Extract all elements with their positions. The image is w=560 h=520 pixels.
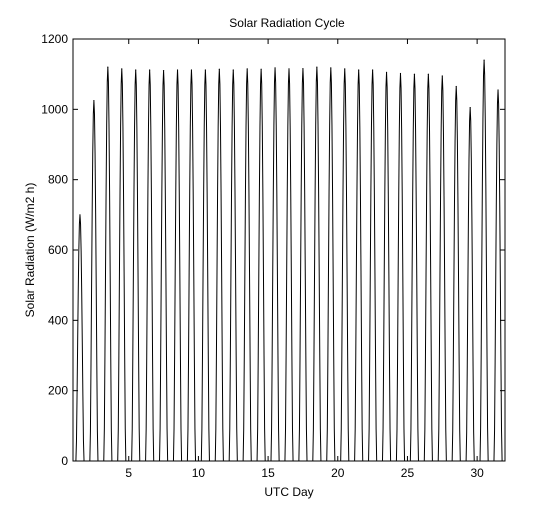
- y-tick-label: 1000: [41, 102, 68, 116]
- x-tick-label: 15: [261, 466, 275, 480]
- plot-area: 5 10 15 20 25 30 0 200 400 600 800 1000 1200: [41, 32, 506, 480]
- daily-peak-point: [413, 73, 416, 75]
- daily-peak-point: [330, 67, 332, 69]
- daily-peak-point: [93, 99, 95, 102]
- daily-peak-point: [385, 71, 388, 74]
- y-tick-label: 200: [48, 384, 68, 398]
- daily-peak-point: [302, 67, 304, 70]
- daily-peak-point: [162, 70, 165, 72]
- daily-peak-point: [204, 69, 206, 71]
- x-tick-label: 20: [331, 466, 345, 480]
- daily-peak-point: [372, 69, 374, 71]
- x-axis-label: UTC Day: [264, 485, 313, 499]
- daily-peak-point: [135, 69, 137, 71]
- daily-peak-point: [427, 73, 429, 75]
- daily-peak-point: [190, 69, 193, 71]
- x-tick-label: 5: [125, 466, 132, 480]
- daily-peak-point: [149, 69, 151, 71]
- daily-peak-point: [455, 85, 457, 88]
- y-axis-label: Solar Radiation (W/m2 h): [23, 183, 37, 318]
- daily-peak-point: [260, 68, 262, 70]
- chart-title: Solar Radiation Cycle: [229, 16, 345, 30]
- daily-peak-point: [483, 59, 485, 61]
- daily-peak-point: [232, 69, 234, 71]
- x-axis: 5 10 15 20 25 30: [125, 39, 484, 480]
- y-axis: 0 200 400 600 800 1000 1200: [41, 32, 505, 468]
- daily-peak-point: [441, 75, 443, 77]
- daily-peak-point: [288, 68, 290, 70]
- daily-peak-point: [399, 72, 402, 75]
- x-tick-label: 30: [470, 466, 484, 480]
- daily-peak-point: [344, 68, 346, 70]
- y-tick-label: 600: [48, 243, 68, 257]
- daily-peak-point: [274, 67, 276, 69]
- y-tick-label: 400: [48, 313, 68, 327]
- daily-peak-point: [469, 106, 471, 109]
- daily-peak-point: [246, 68, 248, 70]
- daily-peak-point: [107, 66, 109, 68]
- daily-peak-point: [497, 89, 499, 91]
- daily-peak-point: [176, 69, 179, 71]
- daily-peak-point: [218, 68, 220, 70]
- y-tick-label: 800: [48, 173, 68, 187]
- daily-peak-point: [358, 69, 360, 71]
- y-tick-label: 1200: [41, 32, 68, 46]
- daily-peak-point: [316, 66, 318, 68]
- x-tick-label: 25: [401, 466, 415, 480]
- x-tick-label: 10: [192, 466, 206, 480]
- daily-peak-point: [79, 214, 81, 216]
- daily-peak-point: [121, 68, 123, 70]
- y-tick-label: 0: [61, 454, 68, 468]
